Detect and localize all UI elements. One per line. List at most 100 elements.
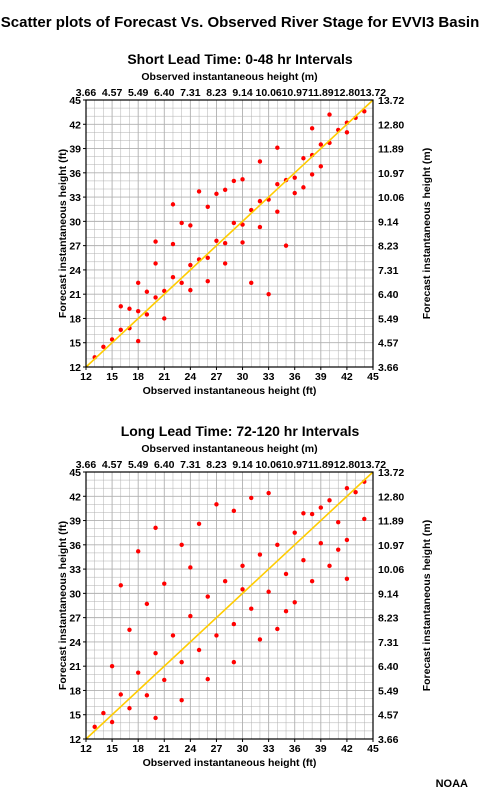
x2-tick-label: 12.80 [334,459,360,471]
data-point [327,563,332,569]
y-tick-label: 39 [69,144,81,156]
data-point [301,185,306,190]
y-tick-label: 24 [69,265,81,277]
data-point [135,308,141,314]
x-tick-label: 42 [341,743,353,755]
data-point [240,177,245,182]
x-tick-label: 21 [158,743,170,755]
data-point [170,202,176,207]
y-tick-label: 18 [69,313,81,325]
data-point [205,204,210,209]
data-point [196,189,202,194]
data-point [231,621,237,627]
y-tick-label: 27 [69,241,81,253]
data-point [205,676,210,682]
data-point [257,198,263,204]
y-tick-label: 12 [69,734,81,746]
x2-tick-label: 10.06 [255,459,281,471]
x-tick-label: 39 [315,371,327,383]
y2-tick-label: 12.80 [378,491,404,503]
data-point [153,239,158,244]
y-tick-label: 42 [69,491,81,503]
data-point [257,224,263,230]
data-point [135,338,141,344]
data-point [362,516,367,522]
data-point [240,240,245,245]
y-tick-label: 12 [69,362,81,374]
data-point [162,316,167,321]
data-point [231,508,237,514]
y-tick-label: 27 [69,613,81,625]
y2-tick-label: 12.80 [378,119,404,131]
page-title: Scatter plots of Forecast Vs. Observed R… [0,14,480,31]
data-point [275,209,280,214]
y-tick-label: 36 [69,168,81,180]
data-point [162,581,167,586]
data-point [188,565,193,570]
data-point [214,191,219,197]
y2-axis-label: Forecast instantaneous height (m) [421,148,433,320]
x-tick-label: 27 [211,371,223,383]
data-point [249,280,254,286]
data-point [144,312,150,317]
data-point [257,552,263,557]
data-point [275,181,280,187]
data-point [240,587,245,592]
data-point [109,719,115,725]
chart-title: Long Lead Time: 72-120 hr Intervals [121,423,360,439]
data-point [135,549,141,554]
data-point [144,601,150,607]
x2-tick-label: 7.31 [180,459,201,471]
data-point [309,511,315,517]
x2-tick-label: 3.66 [76,87,97,99]
data-point [153,525,158,531]
y2-tick-label: 3.66 [378,362,399,374]
y-tick-label: 18 [69,685,81,697]
data-point [144,289,150,294]
y2-tick-label: 4.57 [378,338,399,350]
data-point [135,670,141,675]
y-tick-label: 24 [69,637,81,649]
data-point [222,261,228,266]
x2-tick-label: 3.66 [76,459,97,471]
data-point [101,710,106,716]
y2-tick-label: 9.14 [378,588,399,600]
x-tick-label: 33 [263,743,275,755]
data-point [327,498,332,503]
data-point [188,223,193,228]
x-tick-label: 36 [289,371,301,383]
x2-tick-label: 12.80 [334,87,360,99]
data-point [283,571,289,577]
data-point [327,112,332,117]
data-point [135,280,141,286]
y2-tick-label: 8.23 [378,241,399,253]
x-tick-label: 24 [185,371,197,383]
x2-tick-label: 10.06 [255,87,281,99]
data-point [109,663,115,669]
data-point [275,626,280,632]
y2-tick-label: 10.97 [378,168,404,180]
data-point [231,220,237,226]
long-lead-scatter-chart: Long Lead Time: 72-120 hr Intervals Obser… [57,423,433,769]
data-point [153,715,158,721]
data-point [309,172,315,177]
data-point [301,511,306,516]
y2-tick-label: 13.72 [378,467,404,479]
data-point [301,156,306,161]
x-tick-label: 27 [211,743,223,755]
data-point [205,255,210,260]
data-point [179,542,184,548]
data-point [309,126,315,131]
y2-tick-label: 6.40 [378,289,399,301]
data-point [344,576,350,581]
data-point [214,633,219,638]
y2-tick-label: 10.97 [378,540,404,552]
y2-tick-label: 6.40 [378,661,399,673]
data-point [179,220,184,226]
x-tick-label: 30 [237,743,249,755]
data-point [292,600,297,605]
x2-tick-label: 5.49 [128,87,149,99]
data-point [240,563,245,569]
data-point [275,145,280,150]
data-point [179,280,184,286]
